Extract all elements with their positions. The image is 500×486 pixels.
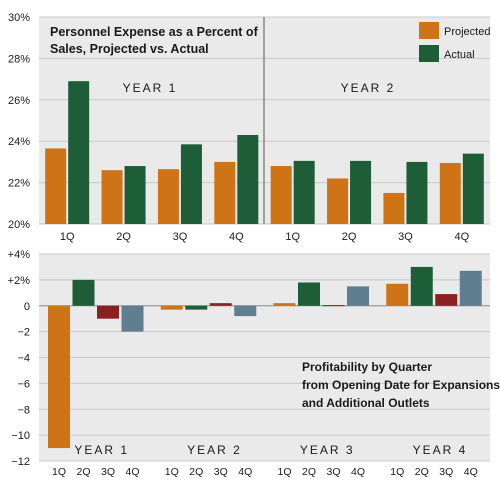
top-group-label-year-2: YEAR 2 [341,81,396,95]
top-bar-projected-7 [383,192,405,224]
top-chart-title-line-1: Personnel Expense as a Percent of [50,25,259,39]
top-bar-projected-5 [270,166,292,224]
bottom-y-tick-label: −12 [11,456,30,468]
bottom-bar-y3-q4 [347,286,369,306]
bottom-y-tick-label: +2% [8,275,31,287]
bottom-x-tick-label: 2Q [302,466,316,478]
top-group-label-year-1: YEAR 1 [123,81,178,95]
bottom-group-label-year-1: YEAR 1 [74,443,129,457]
bottom-chart-title-line-3: and Additional Outlets [302,396,430,410]
bottom-group-label-year-2: YEAR 2 [187,443,242,457]
bottom-y-tick-label: +4% [8,249,31,261]
bottom-x-tick-label: 1Q [52,466,66,478]
top-bar-projected-2 [101,170,123,224]
legend-label-actual: Actual [444,49,475,61]
bottom-y-tick-label: −10 [11,430,30,442]
bottom-group-label-year-4: YEAR 4 [413,443,468,457]
bottom-x-tick-label: 4Q [125,466,139,478]
bottom-x-axis-ticks: 1Q 2Q 3Q 4Q 1Q 2Q 3Q 4Q 1Q 2Q 3Q 4Q 1Q 2Q 3Q 4Q [52,466,478,478]
bottom-x-tick-label: 1Q [390,466,404,478]
bottom-x-tick-label: 3Q [439,466,453,478]
bottom-bar-y4-q3 [435,294,458,306]
bottom-x-tick-label: 2Q [189,466,203,478]
bottom-x-tick-label: 3Q [326,466,340,478]
bottom-bar-y2-q2 [185,305,208,310]
bottom-y-tick-label: −8 [17,404,30,416]
bottom-bar-y1-q4 [121,305,144,332]
bottom-y-tick-label: −4 [17,353,30,365]
bottom-bar-y3-q2 [298,282,320,306]
legend-label-projected: Projected [444,26,490,38]
top-y-axis-ticks: 20% 22% 24% 26% 28% 30% [8,12,30,231]
bottom-bar-y2-q4 [234,305,257,317]
bottom-bar-y1-q2 [72,279,95,306]
top-bar-actual-5 [293,160,315,224]
bottom-group-label-year-3: YEAR 3 [300,443,355,457]
top-x-tick-label: 2Q [116,231,131,243]
top-chart-title-line-2: Sales, Projected vs. Actual [50,42,209,56]
bottom-chart-bars [48,266,482,449]
top-bar-actual-8 [462,153,484,224]
bottom-x-tick-label: 2Q [76,466,90,478]
top-bar-actual-7 [406,161,428,224]
bottom-x-tick-label: 3Q [214,466,228,478]
bottom-y-tick-label: −2 [17,327,30,339]
bottom-chart-title-line-1: Profitability by Quarter [302,360,432,374]
top-x-tick-label: 1Q [60,231,75,243]
bottom-y-tick-label: −6 [17,378,30,390]
bottom-bar-y2-q3 [209,303,232,306]
top-y-tick-label: 30% [8,12,30,24]
bottom-x-tick-label: 1Q [277,466,291,478]
top-bar-projected-1 [45,148,67,224]
bottom-y-tick-label: 0 [24,301,30,313]
bottom-x-tick-label: 1Q [165,466,179,478]
top-bar-projected-3 [157,169,179,224]
bottom-bar-y4-q1 [386,283,409,306]
top-bar-actual-2 [124,166,146,224]
bottom-chart-title-line-2: from Opening Date for Expansions [302,378,500,392]
bottom-bar-y3-q3 [322,305,345,307]
top-bar-actual-1 [68,81,90,224]
top-x-tick-label: 3Q [173,231,188,243]
bottom-x-tick-label: 4Q [238,466,252,478]
legend-swatch-projected [419,22,439,39]
top-y-tick-label: 24% [8,136,30,148]
bottom-x-tick-label: 3Q [101,466,115,478]
bottom-x-tick-label: 4Q [464,466,478,478]
bottom-y-axis-ticks: −12 −10 −8 −6 −4 −2 0 +2% +4% [8,249,31,468]
bottom-x-tick-label: 2Q [415,466,429,478]
top-y-tick-label: 22% [8,178,30,190]
top-y-tick-label: 20% [8,219,30,231]
bottom-x-tick-label: 4Q [351,466,365,478]
top-bar-projected-4 [214,161,236,224]
top-x-axis-ticks: 1Q 2Q 3Q 4Q 1Q 2Q 3Q 4Q [60,231,470,243]
bottom-bar-y3-q1 [273,303,296,306]
top-bar-actual-3 [180,144,202,224]
top-x-tick-label: 1Q [285,231,300,243]
top-x-tick-label: 4Q [229,231,244,243]
bottom-bar-y4-q4 [459,270,482,306]
legend-swatch-actual [419,45,439,62]
top-bar-actual-4 [237,134,259,224]
bottom-group-labels: YEAR 1 YEAR 2 YEAR 3 YEAR 4 [74,443,468,457]
top-y-tick-label: 28% [8,53,30,65]
bottom-bar-y1-q3 [97,305,119,319]
top-x-tick-label: 4Q [454,231,469,243]
bottom-bar-y4-q2 [410,266,433,306]
top-chart-bars [45,81,484,224]
top-y-tick-label: 26% [8,95,30,107]
top-x-tick-label: 2Q [342,231,357,243]
top-bar-projected-8 [439,162,461,224]
bottom-bar-y1-q1 [48,305,70,449]
top-x-tick-label: 3Q [398,231,413,243]
bottom-bar-y2-q1 [160,305,183,310]
top-bar-projected-6 [327,178,349,224]
top-bar-actual-6 [350,160,372,224]
